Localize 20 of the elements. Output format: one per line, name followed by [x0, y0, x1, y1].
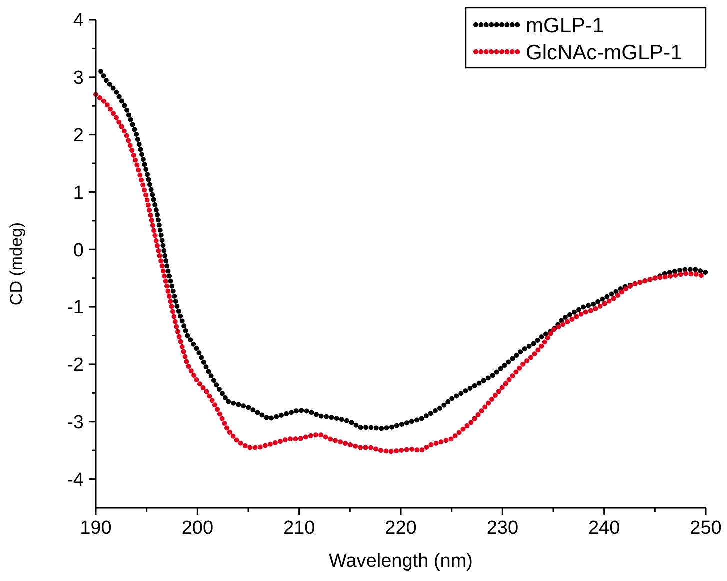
x-tick-label: 190 — [80, 518, 112, 539]
x-tick-label: 200 — [182, 518, 214, 539]
x-tick-label: 240 — [588, 518, 620, 539]
y-tick-label: 4 — [73, 10, 84, 32]
y-tick-label: -4 — [67, 470, 84, 491]
x-axis-title: Wavelength (nm) — [329, 551, 473, 572]
legend-label: GlcNAc-mGLP-1 — [526, 41, 682, 64]
x-tick-label: 220 — [385, 518, 417, 539]
y-axis-title: CD (mdeg) — [7, 222, 26, 306]
x-tick-label: 210 — [283, 518, 316, 539]
y-tick-label: -1 — [67, 298, 84, 319]
y-tick-label: -3 — [67, 412, 84, 434]
y-tick-label: 2 — [73, 125, 84, 146]
y-tick-label: 0 — [73, 240, 84, 262]
y-tick-label: 1 — [73, 182, 84, 204]
y-tick-label: -2 — [67, 355, 84, 376]
legend-label: mGLP-1 — [526, 14, 604, 38]
x-tick-label: 230 — [486, 518, 519, 539]
y-tick-label: 3 — [73, 68, 84, 90]
x-tick-label: 250 — [690, 518, 722, 539]
